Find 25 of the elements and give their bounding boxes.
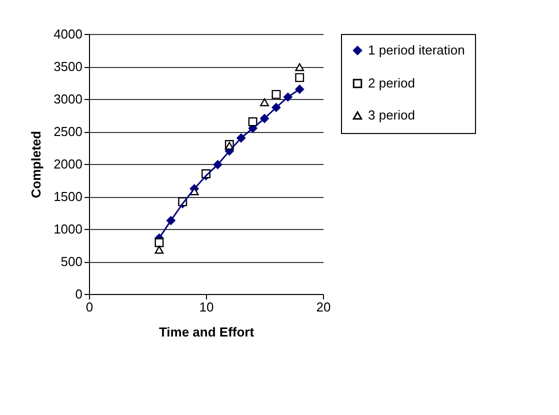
legend-label: 3 period bbox=[368, 108, 415, 122]
point bbox=[295, 84, 304, 94]
y-tick-label: 1000 bbox=[54, 222, 82, 236]
y-tick-label: 1500 bbox=[54, 189, 82, 204]
y-tick-label: 3000 bbox=[54, 92, 82, 106]
point bbox=[272, 90, 281, 99]
point bbox=[154, 238, 164, 248]
point bbox=[248, 117, 258, 126]
y-tick-label: 4000 bbox=[54, 26, 82, 42]
y-tick-label: 500 bbox=[60, 254, 82, 269]
legend-label: 1 period iteration bbox=[368, 42, 465, 58]
x-axis-title: Time and Effort bbox=[158, 324, 255, 340]
y-tick-label: 0 bbox=[75, 286, 82, 302]
y-axis-title: Completed bbox=[28, 130, 44, 198]
y-tick-label: 2000 bbox=[54, 156, 82, 172]
point bbox=[154, 246, 164, 254]
point bbox=[295, 73, 304, 82]
point bbox=[295, 63, 304, 72]
x-tick-label: 10 bbox=[199, 300, 214, 314]
x-tick-label: 20 bbox=[316, 300, 331, 314]
y-tick-label: 2500 bbox=[54, 124, 82, 139]
point bbox=[260, 98, 269, 106]
y-tick-label: 3500 bbox=[54, 59, 82, 74]
x-tick-label: 0 bbox=[86, 300, 94, 314]
legend-label: 2 period bbox=[368, 76, 415, 90]
